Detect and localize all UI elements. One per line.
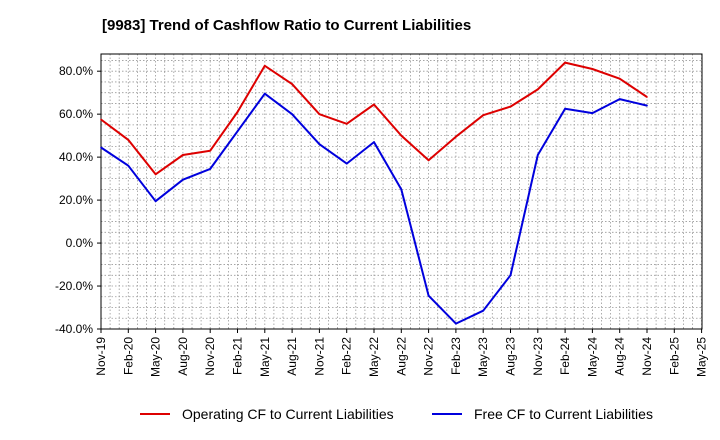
x-tick-label: Feb-22 bbox=[340, 337, 354, 375]
data-point-series-1 bbox=[537, 154, 539, 156]
data-point-series-0 bbox=[509, 105, 512, 108]
x-tick-label: Aug-24 bbox=[613, 337, 627, 376]
data-point-series-0 bbox=[482, 114, 485, 116]
data-point-series-1 bbox=[291, 113, 293, 115]
data-point-series-1 bbox=[236, 130, 239, 133]
x-tick-label: May-20 bbox=[149, 337, 163, 377]
data-point-series-1 bbox=[509, 274, 512, 277]
x-tick-label: Nov-24 bbox=[640, 337, 654, 376]
x-tick-label: Feb-24 bbox=[558, 337, 572, 375]
x-tick-label: Nov-21 bbox=[312, 337, 326, 376]
data-point-series-1 bbox=[209, 168, 211, 170]
x-tick-label: Nov-23 bbox=[531, 337, 545, 376]
data-point-series-0 bbox=[264, 65, 266, 67]
y-tick-label: -20.0% bbox=[55, 279, 93, 293]
x-tick-label: Nov-22 bbox=[422, 337, 436, 376]
data-point-series-1 bbox=[318, 143, 321, 145]
grid-lines bbox=[101, 54, 702, 329]
x-tick-label: Aug-22 bbox=[394, 337, 408, 376]
x-tick-label: Feb-21 bbox=[231, 337, 245, 375]
data-point-series-1 bbox=[618, 98, 621, 100]
x-tick-label: Feb-23 bbox=[449, 337, 463, 375]
data-point-series-0 bbox=[127, 139, 130, 141]
x-tick-label: May-22 bbox=[367, 337, 381, 377]
data-point-series-0 bbox=[564, 61, 566, 64]
data-series bbox=[100, 61, 648, 325]
data-point-series-1 bbox=[455, 322, 457, 325]
data-point-series-1 bbox=[127, 164, 130, 167]
data-point-series-0 bbox=[455, 135, 457, 138]
y-axis-ticks: -40.0% -20.0% 0.0% 20.0% 40.0% 60.0% 80.0% bbox=[55, 64, 101, 336]
data-point-series-1 bbox=[373, 141, 375, 143]
data-point-series-1 bbox=[482, 309, 485, 312]
x-tick-label: Nov-19 bbox=[94, 337, 108, 376]
x-tick-label: May-21 bbox=[258, 337, 272, 377]
y-tick-label: 40.0% bbox=[59, 150, 93, 164]
data-point-series-1 bbox=[400, 188, 403, 191]
x-tick-label: Feb-20 bbox=[121, 337, 135, 375]
data-point-series-0 bbox=[209, 149, 211, 152]
data-point-series-0 bbox=[400, 134, 403, 137]
data-point-series-0 bbox=[291, 83, 293, 85]
x-tick-label: May-24 bbox=[585, 337, 599, 377]
data-point-series-1 bbox=[427, 294, 430, 297]
data-point-series-0 bbox=[373, 103, 375, 106]
data-point-series-0 bbox=[100, 118, 102, 121]
data-point-series-0 bbox=[646, 96, 648, 98]
data-point-series-1 bbox=[100, 146, 102, 149]
x-tick-label: Aug-23 bbox=[504, 337, 518, 376]
data-point-series-1 bbox=[345, 162, 348, 165]
data-point-series-1 bbox=[264, 92, 266, 95]
x-tick-label: Nov-20 bbox=[203, 337, 217, 376]
x-tick-label: Aug-20 bbox=[176, 337, 190, 376]
x-tick-label: May-25 bbox=[695, 337, 709, 377]
y-tick-label: 0.0% bbox=[66, 236, 94, 250]
data-point-series-1 bbox=[591, 112, 594, 114]
data-point-series-1 bbox=[564, 108, 566, 110]
data-point-series-0 bbox=[345, 123, 348, 125]
x-axis-ticks: Nov-19 Feb-20 May-20 Aug-20 Nov-20 Feb-21 May-… bbox=[94, 329, 709, 377]
x-tick-label: May-23 bbox=[476, 337, 490, 377]
data-point-series-0 bbox=[591, 68, 594, 70]
data-point-series-1 bbox=[154, 200, 157, 202]
x-tick-label: Aug-21 bbox=[285, 337, 299, 376]
data-point-series-0 bbox=[618, 77, 621, 80]
data-point-series-0 bbox=[318, 113, 321, 115]
data-point-series-0 bbox=[182, 154, 184, 156]
y-tick-label: 20.0% bbox=[59, 193, 93, 207]
data-point-series-1 bbox=[646, 104, 648, 107]
data-point-series-1 bbox=[182, 178, 184, 181]
y-tick-label: 80.0% bbox=[59, 64, 93, 78]
data-point-series-0 bbox=[537, 88, 539, 91]
data-point-series-0 bbox=[236, 111, 239, 113]
legend-label-1: Free CF to Current Liabilities bbox=[474, 406, 653, 422]
data-point-series-0 bbox=[427, 159, 430, 162]
legend-label-0: Operating CF to Current Liabilities bbox=[182, 406, 394, 422]
y-tick-label: -40.0% bbox=[55, 322, 93, 336]
y-tick-label: 60.0% bbox=[59, 107, 93, 121]
chart-title: [9983] Trend of Cashflow Ratio to Curren… bbox=[102, 17, 471, 34]
data-point-series-0 bbox=[154, 173, 157, 176]
x-tick-label: Feb-25 bbox=[667, 337, 681, 375]
legend: Operating CF to Current Liabilities Free … bbox=[140, 406, 653, 422]
